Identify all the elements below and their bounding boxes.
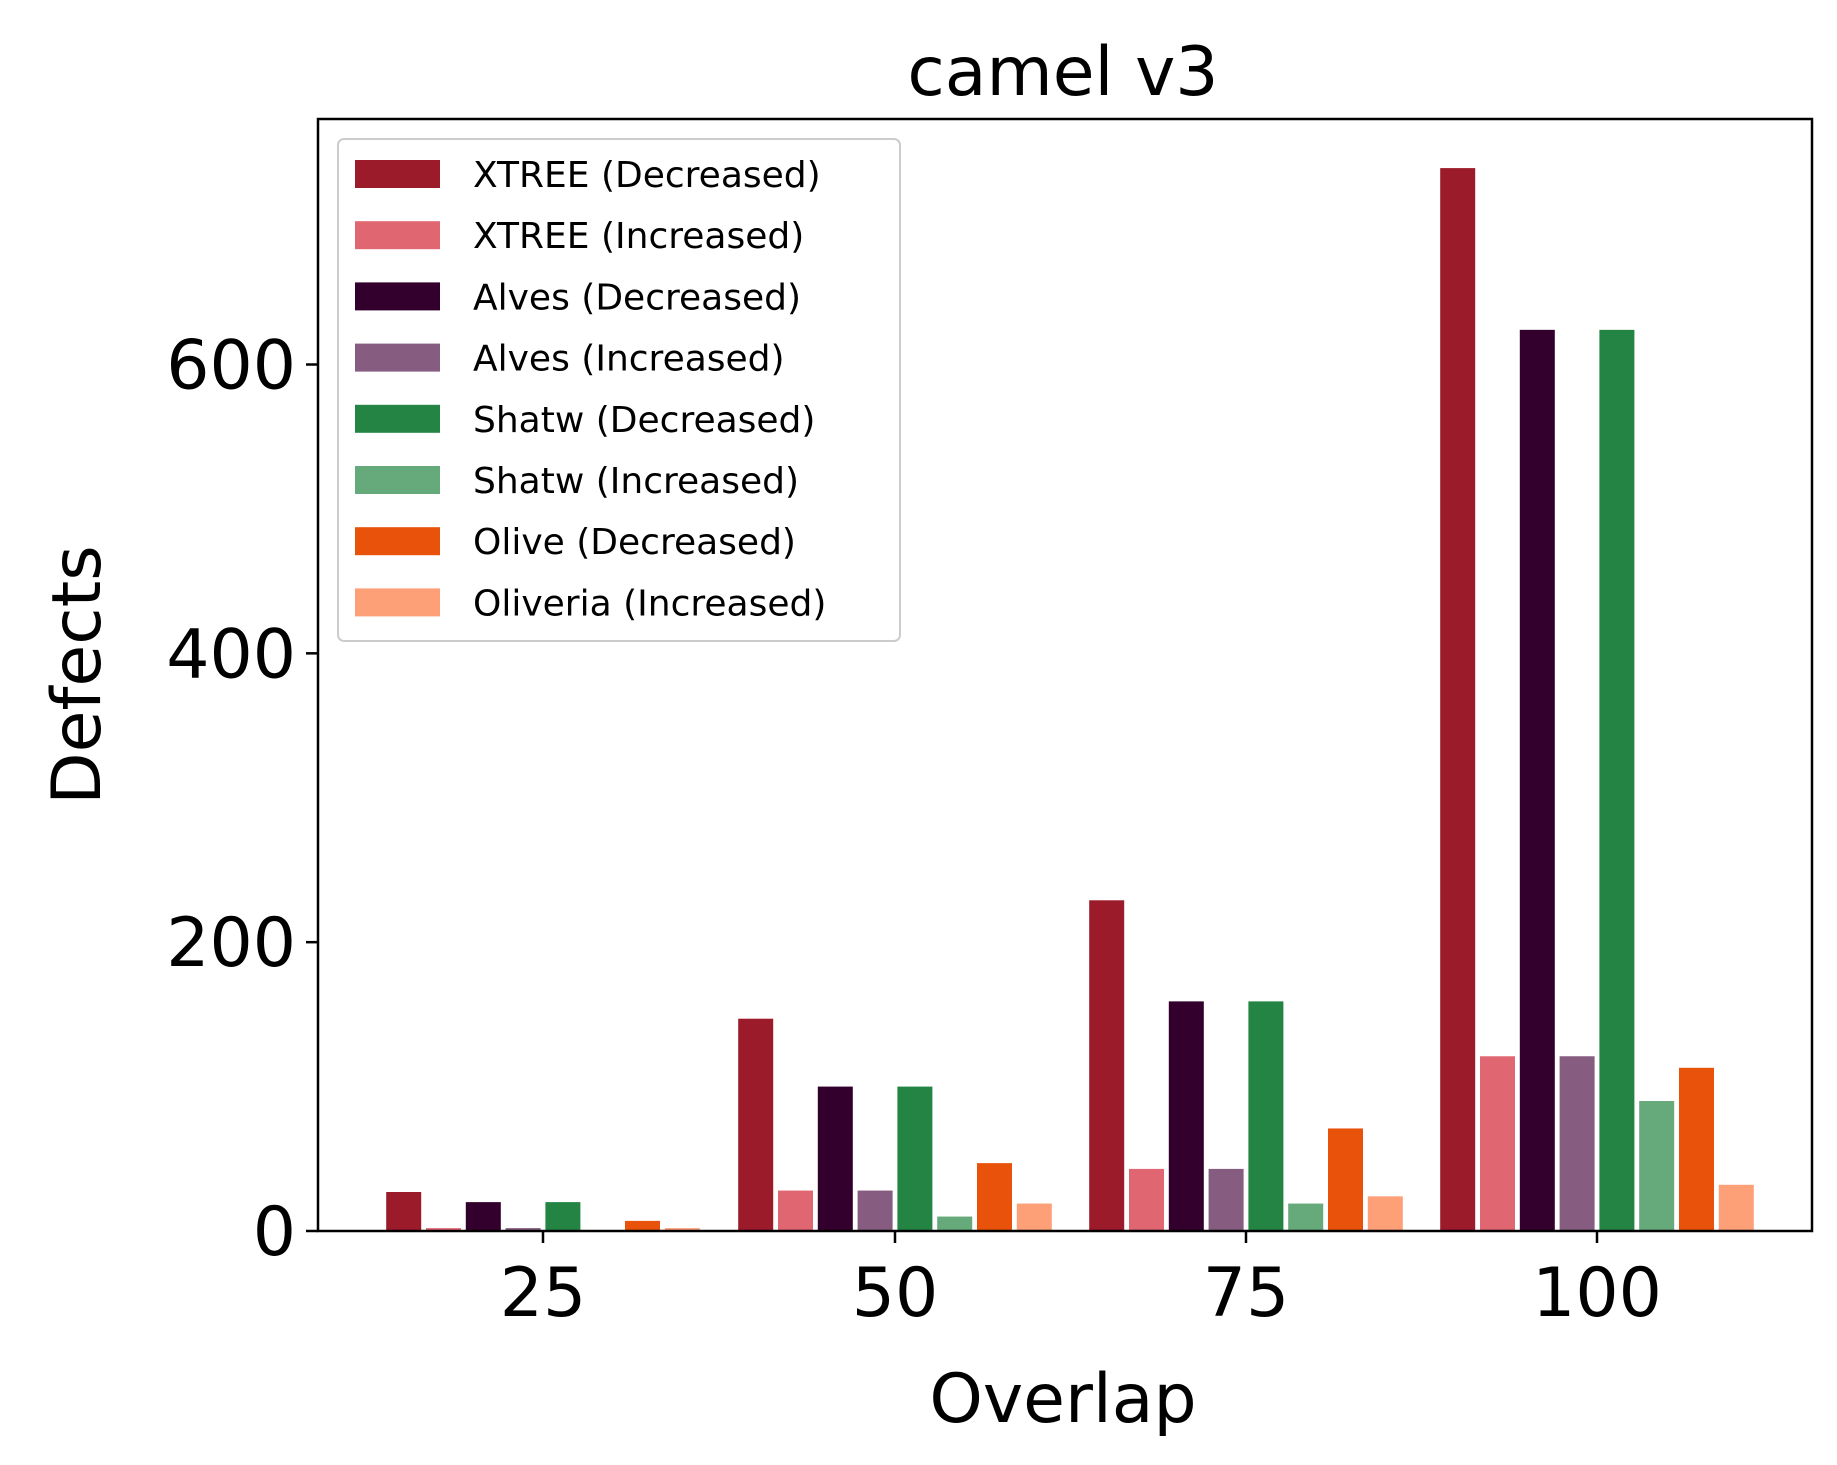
bar-alves-decreased-100 bbox=[1519, 329, 1555, 1232]
y-tick-label: 400 bbox=[166, 615, 296, 694]
bar-alves-decreased-75 bbox=[1168, 1001, 1204, 1231]
bar-shatw-increased-100 bbox=[1639, 1101, 1675, 1231]
y-tick-label: 600 bbox=[166, 327, 296, 406]
legend-label: Alves (Increased) bbox=[473, 339, 785, 380]
x-axis-label: Overlap bbox=[929, 1360, 1196, 1439]
bar-shatw-decreased-100 bbox=[1599, 329, 1635, 1232]
bar-alves-increased-75 bbox=[1208, 1168, 1244, 1231]
x-tick-label: 25 bbox=[500, 1254, 587, 1333]
bar-xtree-increased-50 bbox=[778, 1190, 813, 1231]
bar-xtree-decreased-50 bbox=[738, 1018, 774, 1231]
bar-xtree-increased-75 bbox=[1129, 1168, 1164, 1231]
legend: XTREE (Decreased) XTREE (Increased) Alves … bbox=[337, 138, 901, 642]
bar-alves-increased-50 bbox=[857, 1190, 893, 1231]
bar-alves-decreased-25 bbox=[465, 1202, 501, 1231]
bar-oliveria-increased-100 bbox=[1718, 1184, 1754, 1231]
x-tick-label: 75 bbox=[1203, 1254, 1290, 1333]
legend-swatch bbox=[355, 588, 440, 617]
bar-olive-decreased-50 bbox=[977, 1163, 1012, 1231]
bar-olive-decreased-100 bbox=[1679, 1067, 1714, 1231]
bar-olive-decreased-25 bbox=[625, 1220, 660, 1231]
legend-label: Alves (Decreased) bbox=[473, 277, 801, 318]
bar-shatw-decreased-25 bbox=[545, 1202, 581, 1231]
legend-label: XTREE (Decreased) bbox=[473, 155, 821, 196]
bar-xtree-decreased-100 bbox=[1440, 168, 1476, 1232]
bars-group bbox=[386, 168, 1754, 1232]
bar-alves-increased-25 bbox=[505, 1228, 541, 1231]
bar-xtree-increased-25 bbox=[426, 1228, 461, 1231]
bar-oliveria-increased-75 bbox=[1367, 1196, 1403, 1231]
bar-olive-decreased-75 bbox=[1328, 1128, 1363, 1231]
y-axis: 0 200 400 600 bbox=[166, 327, 318, 1272]
legend-swatch bbox=[355, 221, 440, 250]
bar-xtree-increased-100 bbox=[1480, 1056, 1515, 1231]
bar-oliveria-increased-50 bbox=[1016, 1203, 1052, 1231]
bar-xtree-decreased-75 bbox=[1089, 900, 1125, 1231]
bar-shatw-increased-50 bbox=[937, 1216, 973, 1231]
legend-label: Shatw (Decreased) bbox=[473, 400, 815, 441]
chart-title: camel v3 bbox=[907, 33, 1218, 112]
legend-swatch bbox=[355, 466, 440, 494]
plot-frame bbox=[316, 117, 1814, 1233]
legend-label: Shatw (Increased) bbox=[473, 461, 799, 502]
x-tick-label: 100 bbox=[1532, 1254, 1662, 1333]
legend-label: XTREE (Increased) bbox=[473, 216, 804, 257]
bar-shatw-decreased-75 bbox=[1248, 1001, 1284, 1231]
legend-swatch bbox=[355, 527, 440, 556]
legend-swatch bbox=[355, 343, 440, 372]
y-tick-label: 0 bbox=[253, 1193, 296, 1272]
bar-shatw-decreased-50 bbox=[897, 1086, 933, 1231]
legend-swatch bbox=[355, 282, 440, 311]
legend-label: Oliveria (Increased) bbox=[473, 583, 826, 624]
bar-shatw-increased-75 bbox=[1288, 1203, 1324, 1231]
bar-alves-decreased-50 bbox=[817, 1086, 853, 1231]
y-axis-label: Defects bbox=[38, 545, 117, 804]
x-tick-label: 50 bbox=[852, 1254, 939, 1333]
legend-label: Olive (Decreased) bbox=[473, 522, 796, 563]
bar-alves-increased-100 bbox=[1559, 1056, 1595, 1231]
y-tick-label: 200 bbox=[166, 904, 296, 983]
legend-swatch bbox=[355, 160, 440, 188]
bar-xtree-decreased-25 bbox=[386, 1192, 422, 1231]
legend-box bbox=[337, 138, 901, 642]
x-axis: 25 50 75 100 bbox=[500, 1231, 1662, 1333]
legend-swatch bbox=[355, 404, 440, 433]
bar-oliveria-increased-25 bbox=[664, 1228, 700, 1231]
legend-items: XTREE (Decreased) XTREE (Increased) Alves … bbox=[355, 155, 826, 624]
